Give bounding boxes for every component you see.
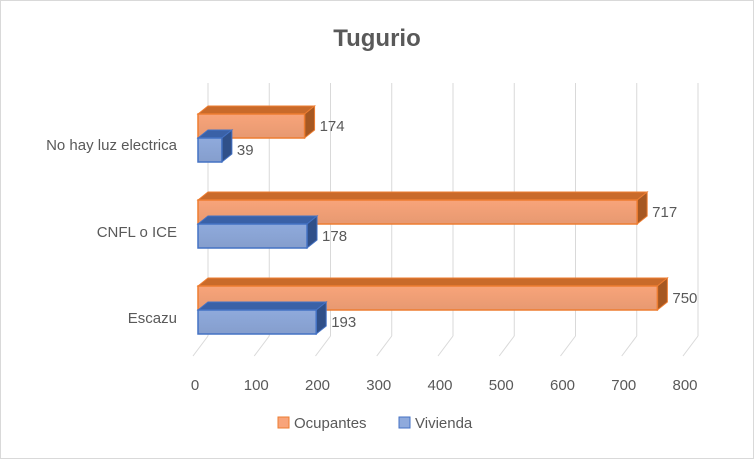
bar [196,276,669,312]
legend-item: Vivienda [398,415,473,432]
legend-label: Ocupantes [294,415,367,432]
x-tick-label: 200 [305,377,330,394]
category-label: No hay luz electrica [46,137,178,154]
category-labels: No hay luz electrica CNFL o ICE Escazu [46,137,178,327]
bar-front-face [197,137,223,163]
x-tick-label: 800 [672,377,697,394]
gridline-floor [192,335,209,357]
bar-top-face [196,301,328,311]
category-label: Escazu [128,310,177,327]
data-label: 39 [237,142,254,159]
bar-top-face [196,277,669,287]
x-tick-label: 600 [550,377,575,394]
data-label: 717 [652,204,677,221]
x-tick-label: 100 [244,377,269,394]
legend-label: Vivienda [415,415,473,432]
bar [196,300,328,336]
legend-swatch [398,416,411,429]
data-labels: 174 39 717 178 750 193 [237,118,698,331]
gridline-floor [253,335,270,357]
data-label: 750 [672,290,697,307]
data-label: 193 [331,314,356,331]
x-tick-label: 0 [191,377,199,394]
bar-front-face [197,223,308,249]
bar-front-face [197,309,317,335]
legend-swatch [277,416,290,429]
category-label: CNFL o ICE [97,224,177,241]
legend-item: Ocupantes [277,415,367,432]
data-label: 174 [320,118,345,135]
gridline-floor [498,335,515,357]
legend: Ocupantes Vivienda [277,415,473,432]
data-label: 178 [322,228,347,245]
bar [196,214,319,250]
x-tick-label: 700 [611,377,636,394]
x-axis-ticks: 0 100 200 300 400 500 600 700 800 [191,377,698,394]
bar-top-face [196,215,319,225]
bar-top-face [196,191,649,201]
x-tick-label: 400 [427,377,452,394]
x-tick-label: 300 [366,377,391,394]
bar-top-face [196,105,317,115]
gridline-floor [437,335,454,357]
x-tick-label: 500 [489,377,514,394]
gridline-floor [621,335,638,357]
gridline-floor [682,335,699,357]
gridline-floor [315,335,331,357]
gridline-floor [376,335,393,357]
gridline-floor [560,335,576,357]
bar [196,128,234,164]
bars [196,104,669,336]
chart-title: Tugurio [333,25,421,52]
